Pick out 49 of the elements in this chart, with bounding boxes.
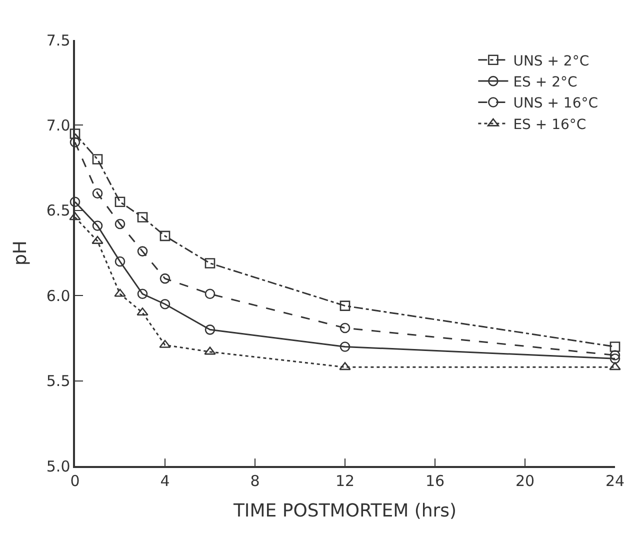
point	[610, 354, 620, 364]
point	[70, 128, 80, 139]
y-tick-label: 6.0	[46, 286, 70, 305]
point	[204, 258, 216, 268]
point	[160, 230, 170, 242]
x-tick-label: 16	[425, 472, 445, 490]
point	[114, 218, 126, 230]
point	[136, 307, 148, 316]
point	[92, 236, 104, 244]
point	[340, 300, 350, 311]
legend-label: ES + 16°C	[513, 116, 586, 133]
legend-label: ES + 2°C	[513, 74, 578, 91]
point	[159, 340, 171, 348]
point	[339, 362, 351, 370]
x-tick-label: 0	[70, 472, 80, 490]
x-tick-label: 12	[335, 472, 355, 490]
legend-label: UNS + 2°C	[513, 53, 590, 70]
x-tick-label: 20	[515, 472, 535, 490]
legend-label: UNS + 16°C	[513, 96, 598, 112]
point	[92, 188, 103, 199]
point	[92, 154, 103, 164]
point	[204, 346, 216, 355]
point	[340, 342, 350, 352]
point	[610, 342, 620, 352]
point	[69, 212, 81, 220]
y-tick-label: 5.0	[46, 457, 70, 476]
y-tick-label: 7.5	[46, 31, 70, 50]
x-tick-label: 24	[605, 472, 625, 490]
point	[137, 246, 148, 256]
x-tick-label: 8	[250, 472, 260, 490]
point	[70, 196, 80, 208]
y-tick-label: 7.0	[46, 116, 70, 134]
point	[114, 196, 126, 208]
x-tick-label: 4	[160, 472, 170, 490]
y-tick-label: 5.5	[46, 372, 70, 390]
point	[114, 288, 126, 297]
point	[160, 273, 170, 284]
point	[160, 298, 170, 310]
point	[609, 362, 621, 370]
point	[92, 220, 103, 231]
point	[137, 212, 148, 222]
y-tick-label: 6.5	[46, 202, 70, 220]
point	[340, 322, 350, 334]
point	[204, 324, 216, 335]
y-axis-title: pH	[10, 240, 32, 266]
point	[204, 288, 216, 300]
x-axis-title: TIME POSTMORTEM (hrs)	[232, 500, 457, 522]
point	[114, 256, 126, 267]
point	[137, 288, 148, 300]
